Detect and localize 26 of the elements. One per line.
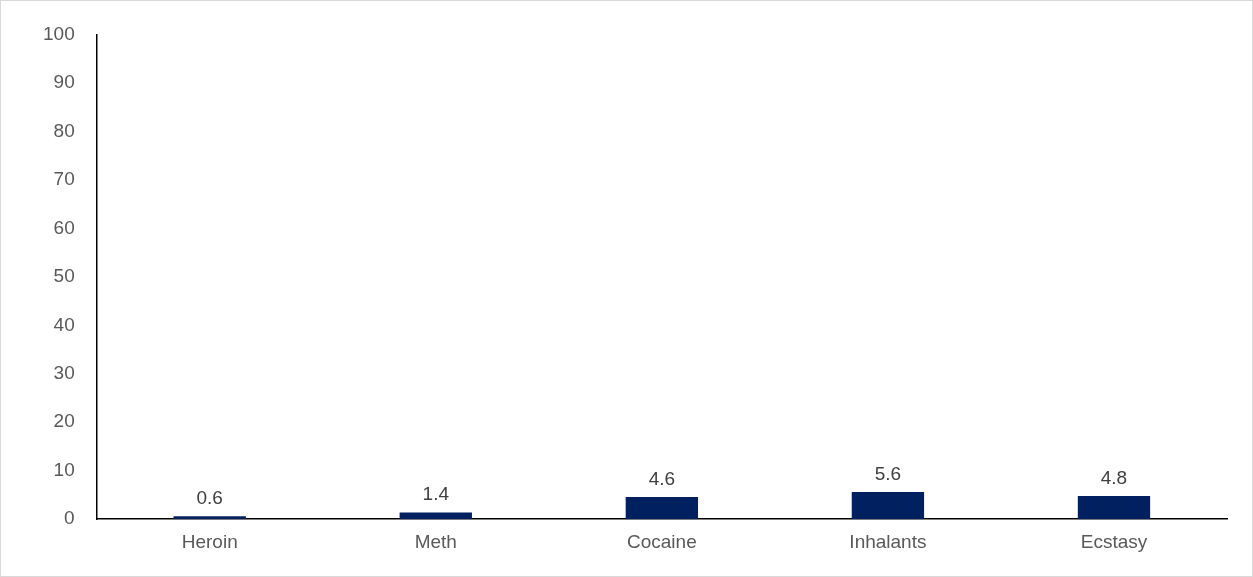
bar	[173, 516, 246, 520]
bar	[1077, 495, 1151, 520]
bar	[625, 496, 699, 520]
y-tick-label: 90	[53, 71, 75, 93]
y-tick-label: 60	[53, 216, 75, 238]
data-label: 0.6	[196, 487, 223, 509]
y-tick-label: 0	[64, 507, 75, 529]
x-tick-label: Cocaine	[626, 530, 697, 552]
x-tick-label: Heroin	[181, 530, 238, 552]
x-tick-label: Inhalants	[849, 530, 927, 552]
y-tick-label: 80	[53, 119, 75, 141]
x-tick-label: Ecstasy	[1080, 530, 1148, 552]
x-tick-label: Meth	[414, 530, 457, 552]
y-tick-label: 30	[53, 361, 75, 383]
y-tick-label: 20	[53, 410, 75, 432]
data-label: 4.8	[1100, 466, 1128, 488]
bar	[399, 512, 472, 520]
data-label: 1.4	[422, 483, 450, 505]
y-tick-label: 70	[53, 168, 75, 190]
y-tick-label: 100	[43, 22, 75, 44]
data-label: 4.6	[648, 467, 676, 489]
y-tick-label: 40	[53, 313, 75, 335]
data-label: 5.6	[874, 462, 902, 484]
y-tick-label: 10	[53, 458, 75, 480]
y-tick-label: 50	[53, 265, 75, 287]
bar	[851, 492, 925, 520]
